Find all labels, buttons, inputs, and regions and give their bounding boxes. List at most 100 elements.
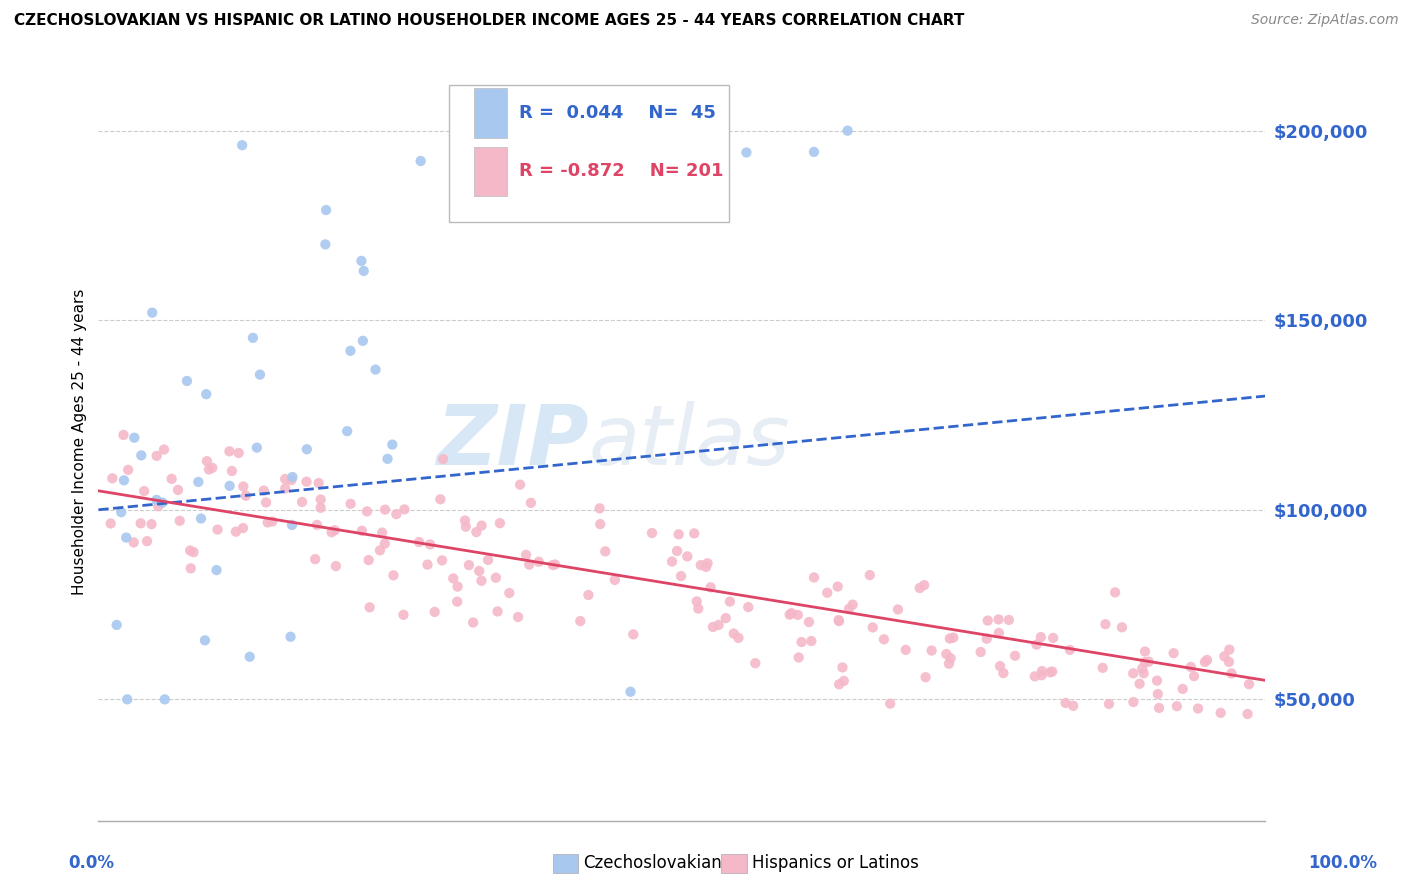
Point (702, 620, 724, 634)
Point (146, 499, 169, 513)
Point (419, 537, 441, 551)
Point (145, 449, 167, 463)
Point (281, 470, 304, 484)
Point (430, 553, 453, 567)
Point (688, 601, 710, 615)
Point (1129, 677, 1152, 691)
Text: atlas: atlas (589, 401, 790, 482)
Point (254, 495, 277, 509)
Point (167, 483, 190, 497)
Point (780, 606, 803, 620)
Point (112, 473, 135, 487)
Point (235, 489, 257, 503)
Point (517, 558, 540, 572)
Point (423, 605, 446, 619)
Point (153, 692, 176, 706)
Point (1182, 669, 1205, 683)
Text: R = -0.872    N= 201: R = -0.872 N= 201 (519, 162, 723, 180)
Point (134, 484, 156, 499)
Point (914, 670, 936, 684)
Point (486, 604, 509, 618)
Point (661, 555, 683, 569)
Point (115, 531, 138, 545)
Point (141, 517, 163, 532)
Point (1218, 642, 1240, 657)
Point (803, 145, 825, 159)
Point (595, 544, 617, 558)
Point (295, 442, 318, 457)
Point (578, 588, 600, 602)
Point (470, 574, 492, 588)
Point (1146, 687, 1168, 701)
Point (686, 594, 709, 608)
Point (1122, 666, 1144, 681)
Point (374, 536, 396, 550)
Point (195, 454, 218, 468)
Point (160, 472, 183, 486)
Point (790, 635, 813, 649)
Point (1163, 646, 1185, 660)
Point (477, 553, 499, 567)
Point (1029, 630, 1052, 644)
Point (1098, 697, 1121, 711)
Point (136, 534, 159, 549)
Point (141, 305, 163, 319)
Point (485, 571, 508, 585)
Point (101, 471, 124, 485)
Point (291, 495, 314, 509)
Point (305, 517, 328, 532)
Point (409, 153, 432, 168)
Point (815, 586, 838, 600)
Point (1031, 664, 1053, 678)
Point (1039, 665, 1062, 680)
Point (589, 501, 612, 516)
Point (838, 601, 860, 615)
Point (544, 558, 567, 572)
Point (489, 516, 512, 531)
Point (744, 656, 766, 670)
Point (315, 202, 337, 217)
Point (145, 492, 167, 507)
Point (463, 615, 485, 630)
Point (231, 138, 253, 153)
Point (117, 692, 139, 706)
Point (117, 463, 139, 477)
Point (1094, 617, 1116, 632)
Text: R =  0.044    N=  45: R = 0.044 N= 45 (519, 104, 716, 122)
Text: CZECHOSLOVAKIAN VS HISPANIC OR LATINO HOUSEHOLDER INCOME AGES 25 - 44 YEARS CORR: CZECHOSLOVAKIAN VS HISPANIC OR LATINO HO… (14, 13, 965, 29)
Point (1213, 649, 1236, 664)
Point (1031, 668, 1053, 682)
Point (939, 632, 962, 646)
Point (1197, 653, 1219, 667)
Point (377, 451, 399, 466)
Text: Czechoslovakians: Czechoslovakians (583, 855, 731, 872)
Point (689, 558, 711, 573)
Point (274, 482, 297, 496)
Point (1104, 585, 1126, 599)
Point (1171, 681, 1194, 696)
Point (228, 446, 250, 460)
Point (1137, 655, 1160, 669)
Point (993, 666, 1015, 681)
Point (429, 492, 451, 507)
Point (837, 123, 859, 137)
Point (381, 437, 404, 451)
Point (454, 514, 477, 528)
Point (786, 607, 808, 622)
Y-axis label: Householder Income Ages 25 - 44 years: Householder Income Ages 25 - 44 years (72, 288, 87, 595)
Text: 100.0%: 100.0% (1308, 855, 1378, 872)
Point (787, 650, 810, 665)
Point (408, 535, 430, 549)
Point (187, 475, 209, 489)
Point (129, 449, 152, 463)
Point (582, 123, 605, 137)
Point (1054, 696, 1077, 710)
Point (274, 472, 297, 486)
Point (105, 618, 128, 632)
Point (894, 643, 917, 657)
Point (295, 475, 318, 489)
Point (308, 476, 330, 491)
Point (520, 496, 543, 510)
Point (350, 253, 373, 268)
Point (921, 643, 943, 657)
